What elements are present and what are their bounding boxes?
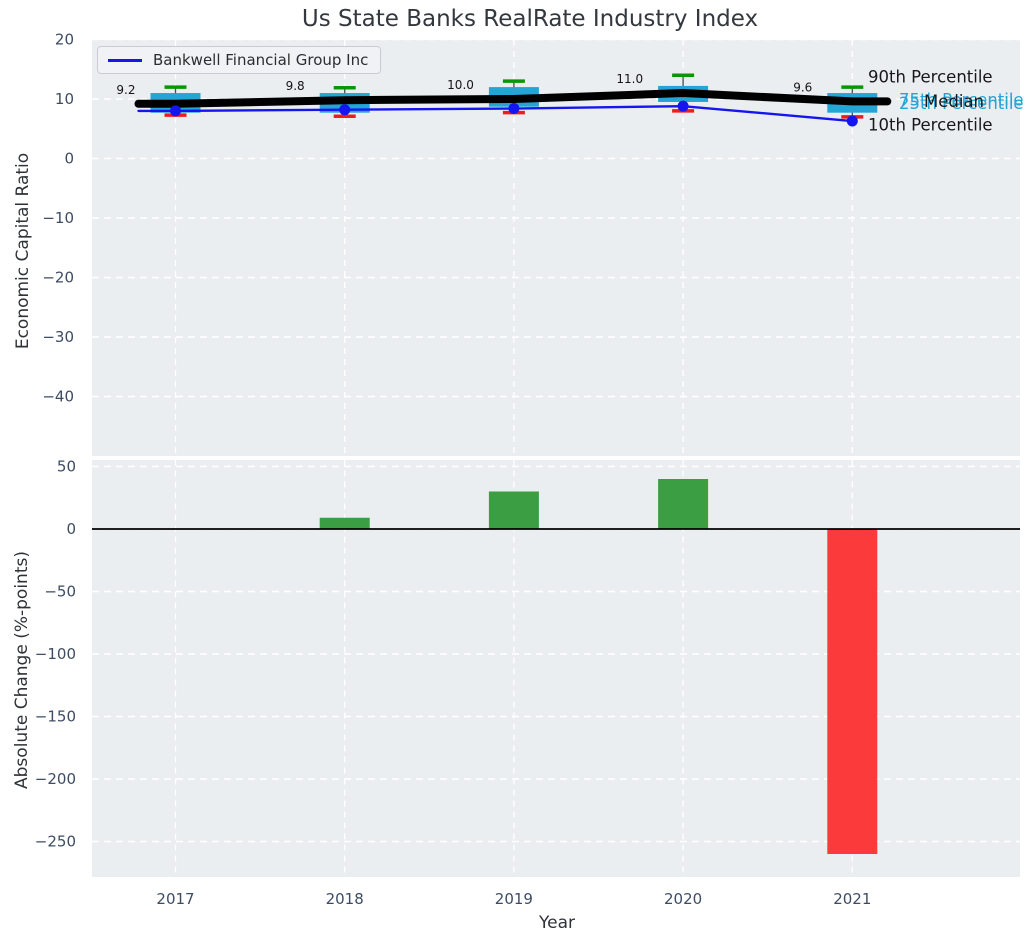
y-tick-bottom--100: −100 bbox=[35, 645, 76, 663]
company-marker-2020 bbox=[678, 101, 689, 112]
bar-2020 bbox=[658, 479, 708, 529]
annotation-10th-percentile: 10th Percentile bbox=[868, 116, 993, 135]
y-tick-bottom--200: −200 bbox=[35, 770, 76, 788]
y-tick-top--20: −20 bbox=[42, 269, 74, 287]
bar-2019 bbox=[489, 492, 539, 530]
company-line bbox=[139, 106, 853, 121]
bottom-y-axis-label: Absolute Change (%-points) bbox=[12, 551, 32, 789]
x-tick-2020: 2020 bbox=[664, 890, 702, 908]
x-tick-2019: 2019 bbox=[495, 890, 533, 908]
median-value-label-2017: 9.2 bbox=[116, 83, 135, 97]
median-value-label-2019: 10.0 bbox=[447, 78, 474, 92]
company-marker-2019 bbox=[508, 103, 519, 114]
median-value-label-2021: 9.6 bbox=[793, 80, 812, 94]
y-tick-top-10: 10 bbox=[55, 90, 74, 108]
bar-2021 bbox=[827, 529, 877, 854]
y-tick-top--40: −40 bbox=[42, 388, 74, 406]
annotation-median: Median bbox=[924, 92, 984, 111]
median-value-label-2020: 11.0 bbox=[616, 72, 643, 86]
chart-figure: Us State Banks RealRate Industry Index 9… bbox=[0, 0, 1029, 942]
annotation-90th-percentile: 90th Percentile bbox=[868, 68, 993, 87]
median-value-label-2018: 9.8 bbox=[286, 79, 305, 93]
x-tick-2018: 2018 bbox=[326, 890, 364, 908]
x-axis-label: Year bbox=[538, 913, 575, 933]
x-tick-2017: 2017 bbox=[156, 890, 194, 908]
y-tick-top-20: 20 bbox=[55, 31, 74, 49]
x-tick-2021: 2021 bbox=[833, 890, 871, 908]
y-tick-bottom-50: 50 bbox=[57, 458, 76, 476]
y-tick-top--10: −10 bbox=[42, 209, 74, 227]
top-y-axis-label: Economic Capital Ratio bbox=[13, 153, 33, 349]
y-tick-bottom-0: 0 bbox=[66, 520, 76, 538]
company-marker-2021 bbox=[847, 116, 858, 127]
plot-canvas: 9.29.810.011.09.690th Percentile75th Per… bbox=[0, 0, 1029, 942]
company-marker-2017 bbox=[170, 105, 181, 116]
y-tick-bottom--50: −50 bbox=[44, 583, 76, 601]
y-tick-top-0: 0 bbox=[64, 150, 74, 168]
plot-graphics: 9.29.810.011.09.690th Percentile75th Per… bbox=[35, 31, 1024, 909]
legend-label: Bankwell Financial Group Inc bbox=[153, 51, 368, 69]
y-tick-bottom--250: −250 bbox=[35, 833, 76, 851]
y-tick-bottom--150: −150 bbox=[35, 708, 76, 726]
company-marker-2018 bbox=[339, 104, 350, 115]
y-tick-top--30: −30 bbox=[42, 328, 74, 346]
legend: Bankwell Financial Group Inc bbox=[97, 46, 381, 74]
bar-2018 bbox=[320, 518, 370, 529]
legend-line-swatch bbox=[108, 59, 142, 62]
